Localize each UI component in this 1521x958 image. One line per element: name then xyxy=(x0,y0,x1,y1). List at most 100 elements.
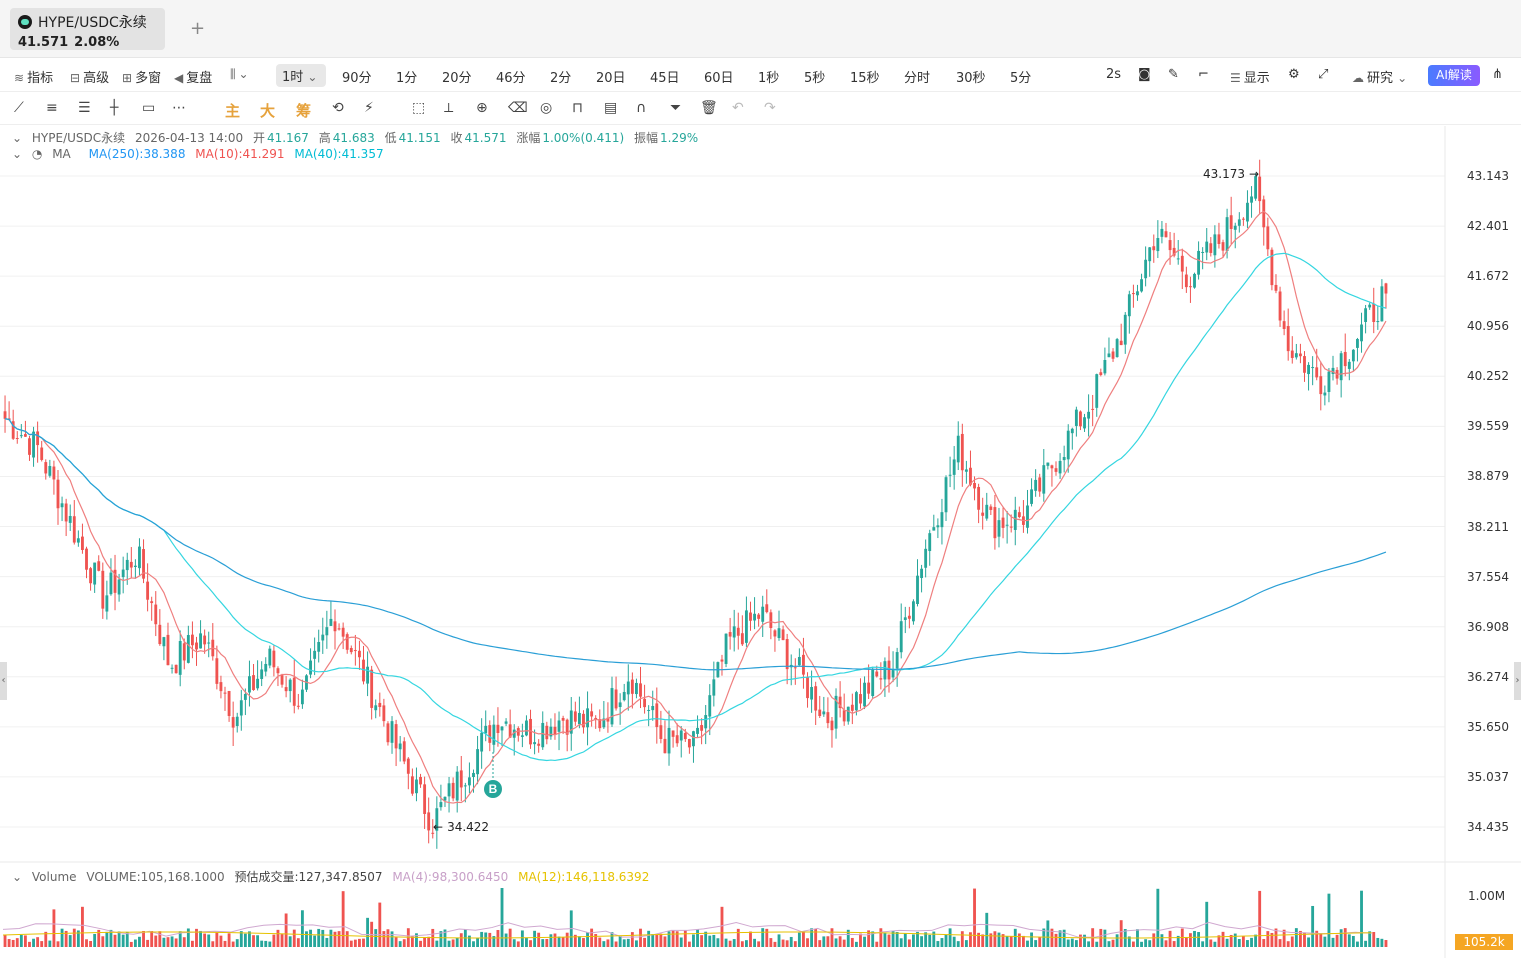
candle-body xyxy=(720,659,724,662)
volume-bar xyxy=(1038,937,1042,947)
chart-type-dropdown[interactable]: ⫼ ⌄ xyxy=(230,67,252,82)
price-axis-label: 35.037 xyxy=(1467,769,1509,784)
rectangle-icon[interactable]: ▭ xyxy=(142,100,156,116)
indicator-button[interactable]: ≋ 指标 xyxy=(14,71,54,86)
big-order-button[interactable]: 大 xyxy=(260,102,276,120)
interval-active[interactable]: 1时 ⌄ xyxy=(276,64,327,87)
add-tab-button[interactable]: + xyxy=(190,18,206,39)
volume-bar xyxy=(427,936,431,947)
interval-item[interactable]: 20日 xyxy=(596,71,626,86)
settings-icon[interactable]: ⚙ xyxy=(1288,67,1300,82)
ma250-value: MA(250):38.388 xyxy=(88,147,186,161)
volume-bar xyxy=(1066,939,1070,947)
horizontal-lines-icon[interactable]: ☰ xyxy=(78,100,91,116)
trash-icon[interactable]: 🗑 xyxy=(700,100,718,116)
buy-marker-label: B xyxy=(489,782,498,796)
volume-bar xyxy=(683,930,687,947)
candle-body xyxy=(936,525,940,528)
candle-body xyxy=(635,682,638,695)
collapse-left-handle[interactable]: ‹ xyxy=(0,662,7,700)
more-icon[interactable]: ⋯ xyxy=(172,100,186,116)
volume-bar xyxy=(687,941,691,947)
interval-item[interactable]: 20分 xyxy=(442,71,472,86)
template-icon[interactable]: ▤ xyxy=(604,100,618,116)
interval-item[interactable]: 45日 xyxy=(650,71,680,86)
candle-body xyxy=(610,688,614,725)
magnet-icon[interactable]: ∩ xyxy=(636,100,647,116)
candle-body xyxy=(1368,304,1372,308)
fullscreen-icon[interactable]: ⤢ xyxy=(1318,67,1329,82)
interval-item[interactable]: 46分 xyxy=(496,71,526,86)
interval-item[interactable]: 5分 xyxy=(1010,71,1032,86)
collapse-icon[interactable]: ⌄ xyxy=(12,147,23,161)
volume-bar xyxy=(105,931,109,947)
volume-bar xyxy=(410,936,414,947)
candle-body xyxy=(410,776,414,794)
candle-body xyxy=(1184,274,1188,288)
ai-interpret-button[interactable]: AI解读 xyxy=(1428,65,1480,86)
interval-item[interactable]: 1秒 xyxy=(758,71,780,86)
ruler-icon[interactable]: ⟂ xyxy=(444,100,454,116)
eraser-icon[interactable]: ⌫ xyxy=(508,100,528,116)
collapse-right-handle[interactable]: › xyxy=(1514,662,1521,700)
display-button[interactable]: ☰ 显示 xyxy=(1230,71,1270,86)
volume-bar xyxy=(81,906,84,947)
candle-body xyxy=(1380,286,1384,322)
candle-body xyxy=(1339,353,1343,381)
interval-item[interactable]: 5秒 xyxy=(804,71,826,86)
filter-icon[interactable]: ⏷ xyxy=(670,100,682,116)
volume-bar xyxy=(732,939,736,947)
candle-body xyxy=(928,533,932,552)
volume-bar xyxy=(1307,937,1310,947)
collapse-icon[interactable]: ⌄ xyxy=(12,870,23,884)
zoom-in-icon[interactable]: ⊕ xyxy=(476,100,488,116)
chip-distribution-button[interactable]: 筹 xyxy=(296,102,312,120)
eye-icon[interactable]: ◔ xyxy=(31,147,43,161)
camera-icon[interactable]: ◙ xyxy=(1138,67,1151,82)
interval-item[interactable]: 15秒 xyxy=(850,71,880,86)
volume-bar xyxy=(765,928,769,947)
volume-bar xyxy=(671,930,675,947)
bookmark-icon[interactable]: ⌐ xyxy=(1198,67,1209,82)
visibility-icon[interactable]: ◎ xyxy=(540,100,553,116)
candle-body xyxy=(484,725,488,734)
interval-item[interactable]: 1分 xyxy=(396,71,418,86)
trend-line-icon[interactable]: ⟋ xyxy=(14,100,24,116)
select-icon[interactable]: ⬚ xyxy=(412,100,426,116)
volume-bar xyxy=(329,929,333,947)
auto-draw-icon[interactable]: ⟲ xyxy=(332,100,344,116)
horizontal-ray-icon[interactable]: ┼ xyxy=(110,100,119,116)
research-button[interactable]: ☁ 研究 ⌄ xyxy=(1352,71,1408,86)
candle-body xyxy=(964,469,968,472)
interval-item[interactable]: 2分 xyxy=(550,71,572,86)
magic-pen-icon[interactable]: ⚡ xyxy=(364,100,374,116)
candle-body xyxy=(264,663,268,672)
candle-body xyxy=(903,617,907,620)
candle-body xyxy=(753,613,756,621)
volume-bar xyxy=(993,931,997,947)
candle-body xyxy=(256,678,260,689)
undo-icon[interactable]: ↶ xyxy=(732,100,744,116)
replay-button[interactable]: ◀ 复盘 xyxy=(174,71,213,86)
candle-body xyxy=(1364,308,1368,322)
lock-icon[interactable]: ⊓ xyxy=(572,100,583,116)
candle-body xyxy=(1111,351,1115,359)
multi-window-button[interactable]: ⊞ 多窗 xyxy=(122,71,162,86)
advanced-button[interactable]: ⊟ 高级 xyxy=(70,71,110,86)
symbol-tab[interactable]: HYPE/USDC永续 41.571 2.08% xyxy=(10,8,165,50)
candle-body xyxy=(89,568,93,584)
collapse-icon[interactable]: ⌄ xyxy=(12,131,23,145)
candle-body xyxy=(150,601,154,604)
interval-item[interactable]: 90分 xyxy=(342,71,372,86)
interval-item[interactable]: 30秒 xyxy=(956,71,986,86)
main-force-button[interactable]: 主 xyxy=(225,102,241,120)
redo-icon[interactable]: ↷ xyxy=(764,100,776,116)
volume-bar xyxy=(227,933,231,947)
parallel-lines-icon[interactable]: ≡ xyxy=(46,100,58,116)
interval-item[interactable]: 60日 xyxy=(704,71,734,86)
interval-item[interactable]: 分时 xyxy=(904,71,931,86)
pencil-icon[interactable]: ✎ xyxy=(1168,67,1179,82)
speed-selector[interactable]: 2s xyxy=(1106,67,1122,82)
share-icon[interactable]: ⋔ xyxy=(1492,67,1503,82)
